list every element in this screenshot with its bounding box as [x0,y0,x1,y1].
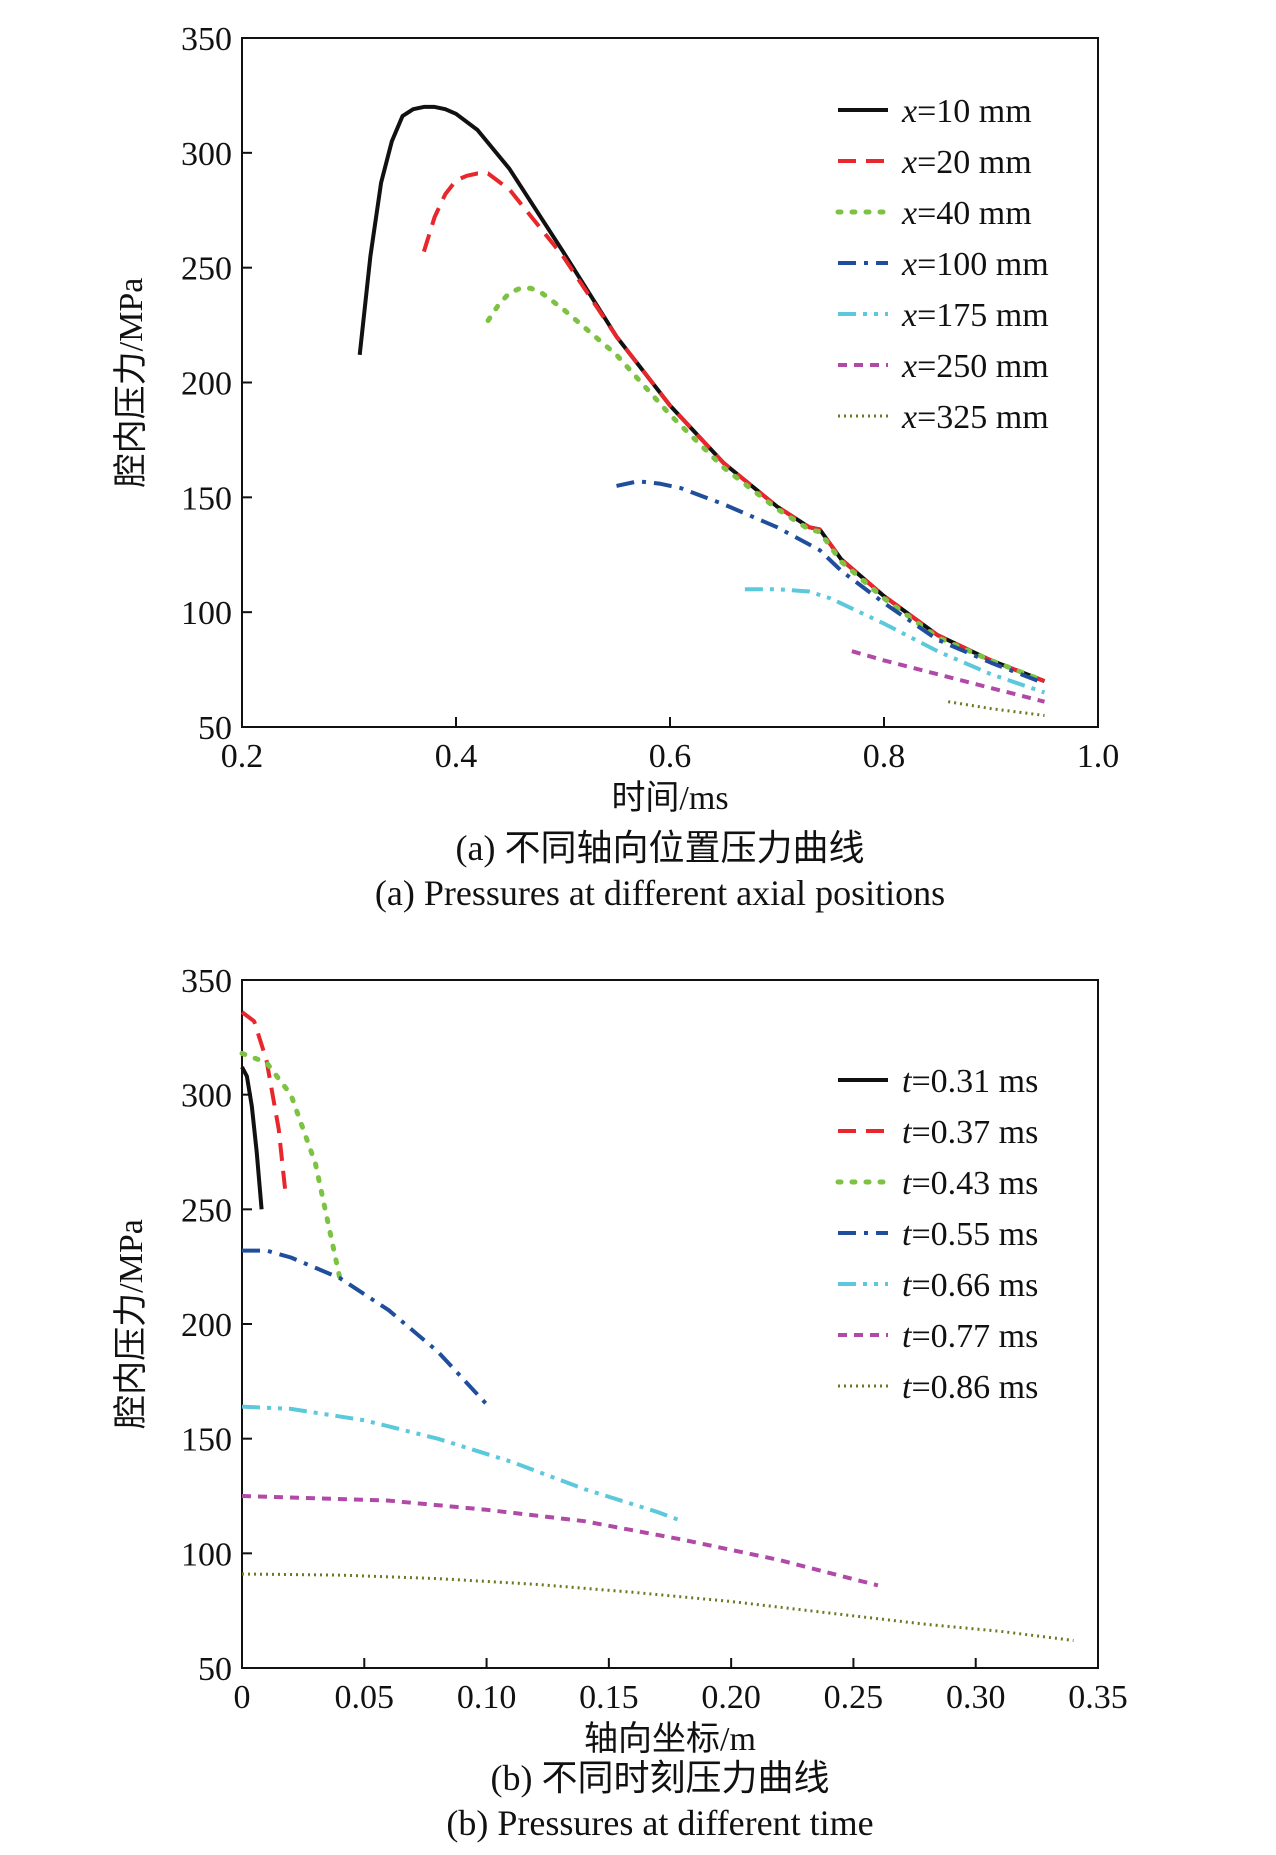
y-tick-label: 100 [181,595,232,632]
series-line-a-7 [947,700,1045,717]
x-tick-label: 0.4 [435,738,478,775]
y-tick-label: 250 [181,1192,232,1229]
chart-a-svg: (a) 不同轴向位置压力曲线 (a) Pressures at differen… [112,21,1119,913]
y-tick-label: 200 [181,366,232,403]
series-line-a-4 [616,479,1046,686]
y-tick-label: 150 [181,480,232,517]
y-tick-label: 300 [181,1078,232,1115]
x-tick-label: 0.6 [649,738,692,775]
legend-label-b-6: t=0.77 ms [902,1318,1038,1355]
y-axis-label: 腔内压力/MPa [112,1219,150,1429]
x-tick-label: 0 [234,1679,251,1716]
y-axis-label: 腔内压力/MPa [112,278,150,488]
figure-b: (b) 不同时刻压力曲线 (b) Pressures at different … [0,930,1276,1855]
series-line-b-2 [240,1010,288,1199]
y-tick-label: 350 [181,21,232,58]
legend-label-a-7: x=325 mm [901,399,1049,436]
x-tick-label: 0.30 [946,1679,1006,1716]
series-line-a-3 [485,285,1047,684]
caption-b-en: (b) Pressures at different time [446,1803,873,1843]
legend-label-a-3: x=40 mm [901,195,1032,232]
x-axis-label: 轴向坐标/m [584,1720,756,1758]
y-tick-label: 200 [181,1307,232,1344]
legend-label-a-6: x=250 mm [901,348,1049,385]
x-axis-label: 时间/ms [611,780,728,817]
x-tick-label: 1.0 [1077,738,1120,775]
x-tick-label: 0.05 [335,1679,395,1716]
plot-area-a: 0.2 0.4 0.6 0.8 1.0 50 100 150 200 250 300 350 时间/ms… [112,21,1119,817]
legend-label-b-4: t=0.55 ms [902,1216,1038,1253]
series-line-b-4 [242,1248,489,1406]
legend-label-b-5: t=0.66 ms [902,1267,1038,1304]
series-line-b-3 [239,1050,343,1281]
caption-a-cn: (a) 不同轴向位置压力曲线 [456,828,865,868]
caption-b-cn: (b) 不同时刻压力曲线 [491,1758,830,1798]
y-tick-label: 250 [181,251,232,288]
legend-label-a-5: x=175 mm [901,297,1049,334]
legend-label-a-4: x=100 mm [901,246,1049,283]
legend-label-b-2: t=0.37 ms [902,1114,1038,1151]
caption-a-en: (a) Pressures at different axial positio… [375,873,945,913]
chart-b-svg: (b) 不同时刻压力曲线 (b) Pressures at different … [112,963,1128,1843]
plot-area-b: 0 0.05 0.10 0.15 0.20 0.25 0.30 0.35 50 100 150 200… [112,963,1128,1758]
legend-label-a-1: x=10 mm [901,93,1032,130]
y-tick-label: 150 [181,1422,232,1459]
series-line-b-5 [241,1404,683,1524]
x-tick-label: 0.15 [579,1679,639,1716]
y-tick-label: 50 [198,1651,232,1688]
legend-label-b-3: t=0.43 ms [902,1165,1038,1202]
series-line-b-7 [241,1572,1074,1642]
x-tick-label: 0.25 [824,1679,884,1716]
x-tick-label: 0.2 [221,738,264,775]
figure-a: (a) 不同轴向位置压力曲线 (a) Pressures at differen… [0,0,1276,920]
y-tick-label: 50 [198,710,232,747]
series-line-a-5 [744,587,1046,695]
legend-label-b-7: t=0.86 ms [902,1369,1038,1406]
y-tick-label: 100 [181,1536,232,1573]
x-tick-label: 0.35 [1068,1679,1128,1716]
series-line-b-1 [240,1066,264,1210]
y-tick-label: 350 [181,963,232,1000]
series-line-a-6 [851,649,1045,704]
legend-label-b-1: t=0.31 ms [902,1063,1038,1100]
x-tick-label: 0.10 [457,1679,517,1716]
series-line-b-6 [241,1494,879,1588]
legend-label-a-2: x=20 mm [901,144,1032,181]
x-tick-label: 0.8 [863,738,906,775]
series-line-a-1 [357,104,1046,683]
y-tick-label: 300 [181,136,232,173]
x-tick-label: 0.20 [701,1679,761,1716]
